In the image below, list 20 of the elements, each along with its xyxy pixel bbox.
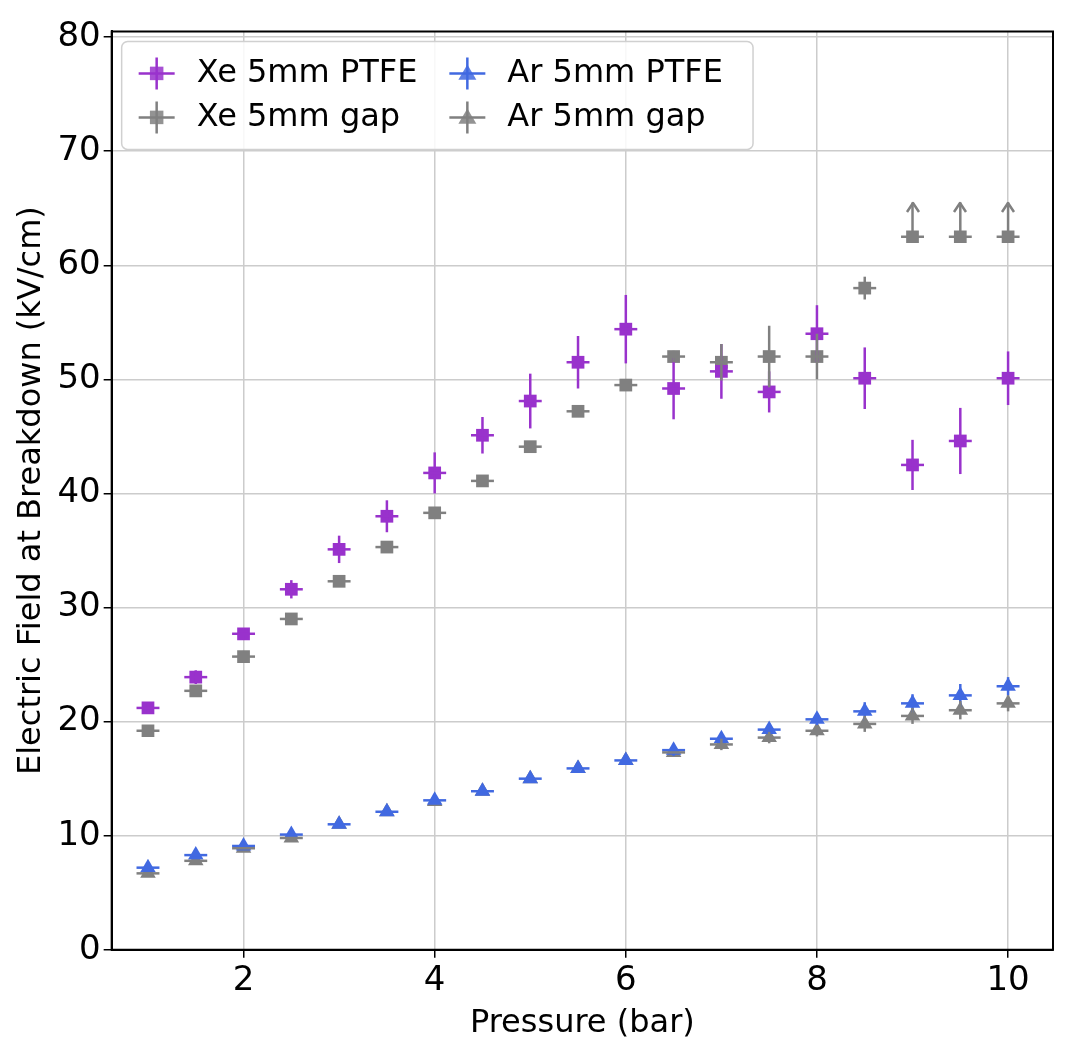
legend-label: Ar 5mm PTFE [507, 51, 723, 90]
y-tick-label: 0 [79, 926, 101, 967]
y-tick-label: 60 [57, 242, 101, 283]
x-tick-label: 2 [232, 958, 255, 999]
y-tick-label: 30 [57, 584, 101, 625]
legend-label: Xe 5mm gap [196, 95, 401, 134]
y-tick-label: 50 [57, 356, 101, 397]
legend-label: Xe 5mm PTFE [196, 51, 418, 90]
y-tick-label: 20 [57, 698, 101, 739]
x-tick-label: 4 [423, 958, 446, 999]
y-axis-title: Electric Field at Breakdown (kV/cm) [9, 206, 48, 775]
x-axis-title: Pressure (bar) [469, 1002, 695, 1041]
legend-label: Ar 5mm gap [507, 95, 706, 134]
x-tick-label: 8 [806, 958, 828, 999]
y-tick-label: 40 [57, 470, 101, 511]
x-tick-label: 6 [614, 958, 637, 999]
y-tick-label: 10 [57, 812, 101, 853]
x-tick-label: 10 [986, 958, 1030, 999]
y-tick-label: 70 [57, 128, 101, 169]
y-tick-label: 80 [57, 13, 101, 54]
